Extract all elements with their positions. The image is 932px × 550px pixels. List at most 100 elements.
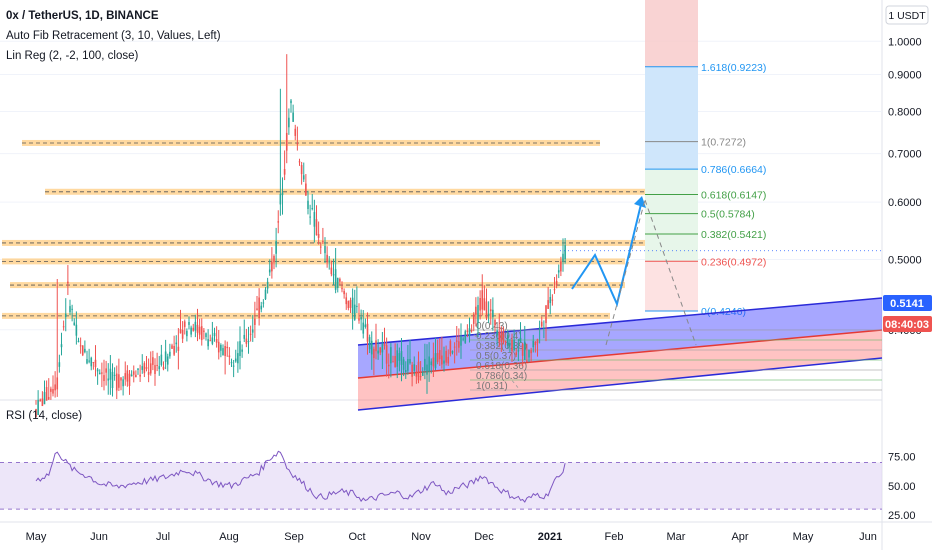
small-fib-label-4: 0.618(0.36)	[476, 361, 527, 372]
fib-red-zone	[645, 261, 698, 311]
candle-body-191	[441, 355, 443, 365]
candle-body-115	[279, 193, 282, 205]
level-band-2	[2, 239, 670, 246]
candle-body-170	[396, 350, 399, 367]
candle-body-66	[175, 342, 178, 345]
candle-body-81	[207, 339, 209, 347]
candle-body-145	[343, 290, 345, 295]
candle-body-217	[496, 330, 498, 336]
rsi-band	[0, 462, 882, 510]
candle-body-20	[77, 340, 80, 343]
candle-body-239	[543, 327, 545, 329]
countdown-text: 08:40:03	[885, 319, 929, 331]
candle-body-103	[254, 318, 256, 325]
candle-body-70	[183, 321, 186, 327]
currency-badge-label: 1 USDT	[888, 10, 926, 22]
candle-body-189	[436, 352, 439, 362]
candle-body-114	[277, 221, 280, 223]
price-tick-0: 1.0000	[888, 36, 922, 48]
candle-body-219	[500, 331, 503, 343]
candle-body-110	[268, 269, 271, 273]
candle-body-130	[311, 208, 314, 210]
candle-body-22	[81, 345, 84, 356]
candle-body-138	[328, 260, 331, 263]
fib-retracement-main: 1.618(0.9223) 1(0.7272) 0.786(0.6664) 0.618…	[645, 0, 766, 318]
candle-body-237	[538, 327, 541, 329]
candle-body-161	[377, 350, 379, 354]
candle-body-52	[145, 367, 148, 369]
candle-body-48	[137, 368, 139, 371]
fib-label-3: 0.618(0.6147)	[701, 189, 766, 201]
time-tick-13: Jun	[859, 531, 877, 543]
time-tick-5: Oct	[348, 531, 365, 543]
candle-body-26	[90, 357, 93, 367]
candle-body-33	[105, 368, 107, 373]
currency-badge-box[interactable]	[885, 5, 929, 25]
fib-top-red-zone	[645, 0, 698, 67]
candle-body-90	[226, 346, 229, 349]
candle-body-127	[305, 183, 307, 196]
candle-body-129	[309, 216, 311, 218]
candle-body-63	[169, 351, 171, 357]
indicator-linreg-label[interactable]: Lin Reg (2, -2, 100, close)	[6, 50, 139, 62]
candle-body-111	[271, 262, 273, 272]
indicator-fib-label[interactable]: Auto Fib Retracement (3, 10, Values, Lef…	[6, 30, 221, 42]
candle-body-3	[41, 398, 44, 407]
candle-body-248	[562, 253, 564, 262]
time-tick-6: Nov	[411, 531, 431, 543]
price-tick-2: 0.8000	[888, 107, 922, 119]
rsi-label[interactable]: RSI (14, close)	[6, 410, 83, 422]
candle-body-42	[124, 373, 127, 380]
candle-body-176	[409, 358, 411, 364]
candle-body-107	[262, 302, 265, 304]
candle-body-220	[502, 331, 505, 343]
candle-body-163	[381, 344, 384, 353]
candle-body-35	[109, 368, 112, 380]
countdown-tag	[883, 316, 932, 332]
time-tick-12: May	[793, 531, 814, 543]
candle-body-155	[364, 324, 367, 327]
lr-upper-fill	[358, 298, 882, 378]
candle-body-209	[479, 298, 481, 311]
candle-body-2	[39, 399, 42, 402]
candle-body-221	[504, 340, 507, 342]
candle-body-54	[149, 363, 152, 374]
projection-path	[571, 199, 643, 308]
candle-body-241	[547, 300, 549, 309]
fib-blue-zone	[645, 66, 698, 170]
candle-body-27	[92, 362, 95, 364]
time-axis[interactable]: May Jun Jul Aug Sep Oct Nov Dec 2021 Feb Mar Apr May…	[26, 531, 877, 543]
candle-body-144	[341, 288, 343, 290]
candle-body-125	[300, 165, 303, 175]
candle-body-156	[366, 323, 369, 342]
candle-body-236	[536, 339, 539, 344]
candle-body-57	[156, 364, 158, 366]
candle-body-154	[362, 322, 365, 334]
price-tick-3: 0.7000	[888, 149, 922, 161]
price-axis[interactable]: 1.00000.90000.80000.70000.60000.50000.40…	[888, 36, 922, 336]
candle-body-238	[540, 321, 543, 327]
candle-body-165	[385, 345, 388, 364]
candle-body-5	[45, 387, 48, 401]
candle-body-180	[417, 361, 420, 381]
candle-body-193	[445, 350, 447, 363]
candle-body-148	[349, 300, 352, 308]
candle-body-157	[368, 337, 371, 350]
fib-label-0: 1.618(0.9223)	[701, 62, 766, 74]
candle-body-60	[162, 366, 165, 370]
candle-body-215	[492, 309, 494, 318]
candle-body-23	[84, 348, 86, 353]
candle-body-32	[103, 375, 105, 382]
currency-badge[interactable]: 1 USDT	[885, 5, 929, 25]
candle-body-245	[555, 280, 558, 286]
candle-body-142	[336, 277, 339, 289]
small-fib-label-5: 0.786(0.34)	[476, 371, 527, 382]
time-tick-2: Jul	[156, 531, 170, 543]
symbol-title[interactable]: 0x / TetherUS, 1D, BINANCE	[6, 10, 159, 22]
candle-body-89	[224, 346, 226, 356]
candle-body-82	[209, 340, 212, 342]
last-price-text: 0.5141	[890, 298, 924, 310]
candle-body-88	[222, 348, 224, 356]
candle-body-203	[466, 330, 469, 332]
